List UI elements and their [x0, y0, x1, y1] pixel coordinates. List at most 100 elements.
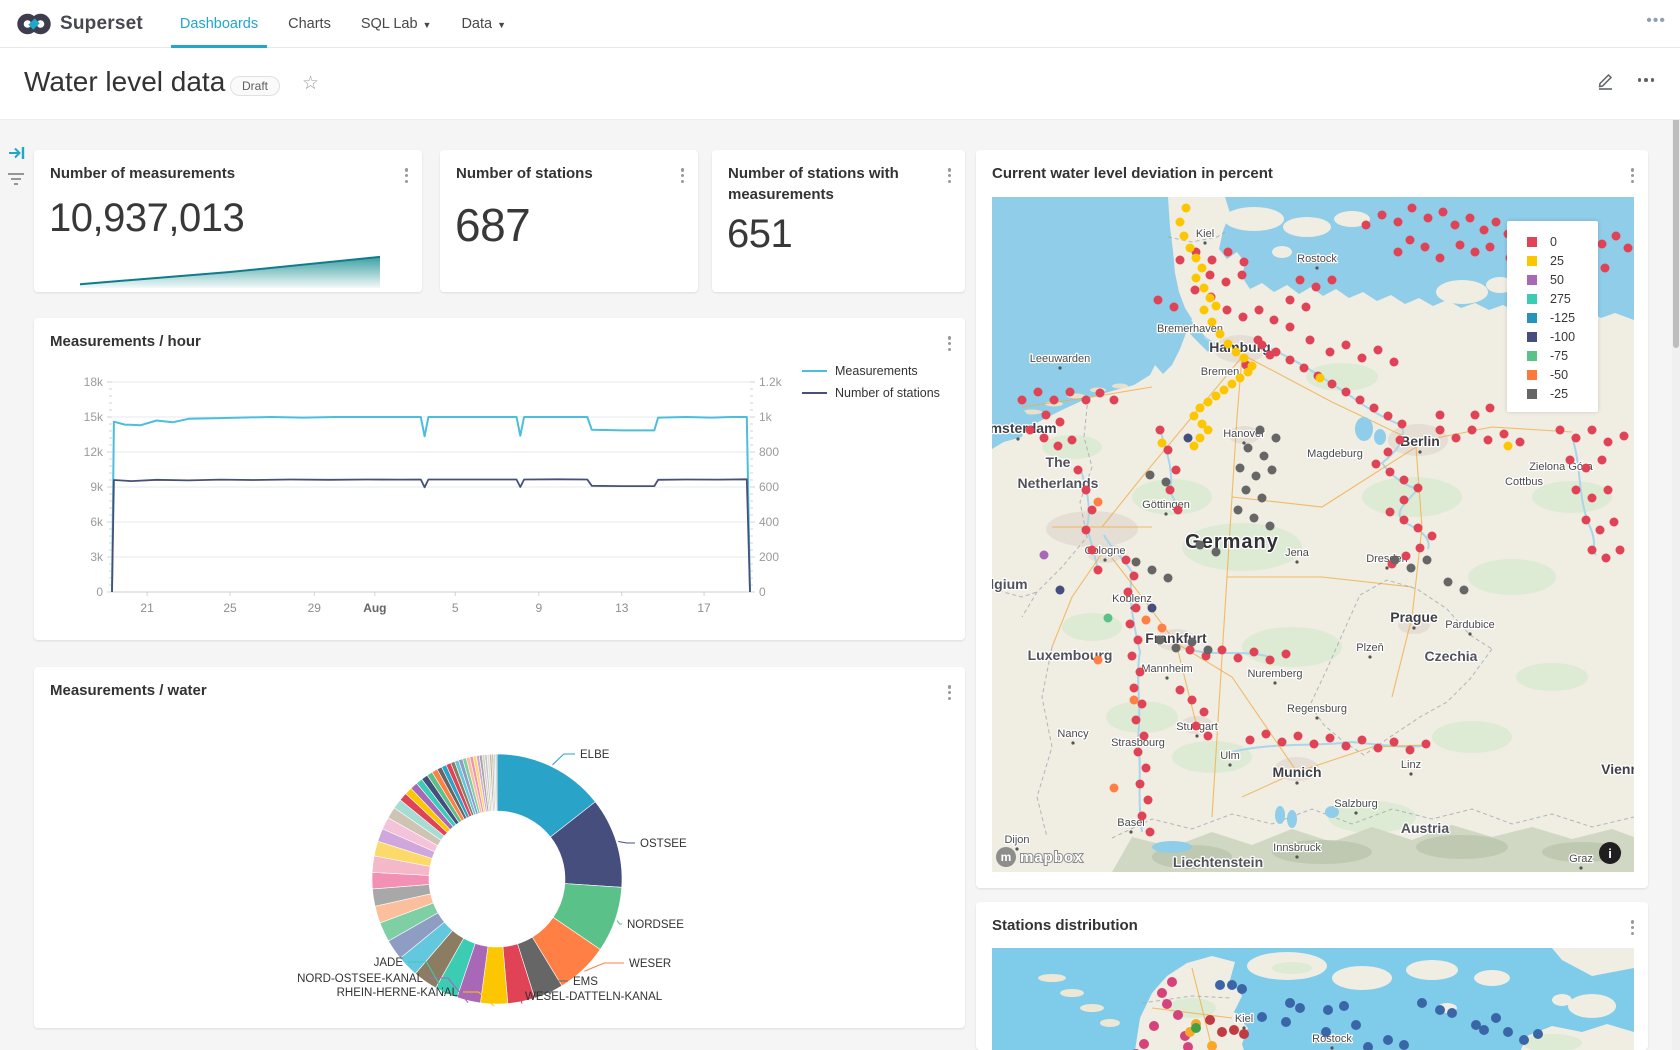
station-dot[interactable] — [1227, 379, 1237, 389]
station-dot[interactable] — [1399, 475, 1409, 485]
station-dot[interactable] — [1491, 1013, 1501, 1023]
station-dot[interactable] — [1219, 385, 1229, 395]
station-dot[interactable] — [1191, 721, 1201, 731]
station-dot[interactable] — [1601, 553, 1611, 563]
station-dot[interactable] — [1179, 231, 1189, 241]
station-dot[interactable] — [1435, 253, 1445, 263]
station-dot[interactable] — [1239, 353, 1249, 363]
station-dot[interactable] — [1357, 353, 1367, 363]
station-dot[interactable] — [1600, 263, 1610, 273]
station-dot[interactable] — [1223, 339, 1233, 349]
station-dot[interactable] — [1393, 247, 1403, 257]
station-dot[interactable] — [1399, 495, 1409, 505]
station-dot[interactable] — [1131, 715, 1141, 725]
station-dot[interactable] — [1377, 210, 1387, 220]
map-legend-entry[interactable]: 275 — [1507, 289, 1598, 308]
station-dot[interactable] — [1435, 410, 1445, 420]
legend-entry[interactable]: Measurements — [802, 360, 940, 382]
station-dot[interactable] — [1293, 731, 1303, 741]
station-dot[interactable] — [1285, 322, 1295, 332]
station-dot[interactable] — [1555, 425, 1565, 435]
station-dot[interactable] — [1249, 647, 1259, 657]
station-dot[interactable] — [1581, 515, 1591, 525]
station-dot[interactable] — [1157, 438, 1167, 448]
station-dot[interactable] — [1479, 225, 1489, 235]
station-dot[interactable] — [1311, 282, 1321, 292]
station-dot[interactable] — [1231, 347, 1241, 357]
station-dot[interactable] — [1503, 441, 1513, 451]
station-dot[interactable] — [1407, 203, 1417, 213]
station-dot[interactable] — [1065, 387, 1075, 397]
station-dot[interactable] — [1205, 293, 1215, 303]
station-dot[interactable] — [1139, 731, 1149, 741]
station-dot[interactable] — [1171, 643, 1181, 653]
expand-filter-bar-icon[interactable] — [8, 145, 26, 161]
station-dot[interactable] — [1155, 425, 1165, 435]
station-dot[interactable] — [1238, 312, 1248, 322]
station-dot[interactable] — [1157, 623, 1167, 633]
station-dot[interactable] — [1081, 485, 1091, 495]
station-dot[interactable] — [1153, 295, 1163, 305]
station-dot[interactable] — [1361, 220, 1371, 230]
station-dot[interactable] — [1145, 470, 1155, 480]
station-dot[interactable] — [1093, 497, 1103, 507]
station-dot[interactable] — [1401, 551, 1411, 561]
station-dot[interactable] — [1217, 645, 1227, 655]
station-dot[interactable] — [1485, 242, 1495, 252]
station-dot[interactable] — [1619, 431, 1629, 441]
station-dot[interactable] — [1285, 998, 1295, 1008]
station-dot[interactable] — [1127, 651, 1137, 661]
station-dot[interactable] — [1519, 1035, 1529, 1045]
station-dot[interactable] — [1235, 373, 1245, 383]
station-dot[interactable] — [1423, 213, 1433, 223]
station-dot[interactable] — [1383, 447, 1393, 457]
station-dot[interactable] — [1103, 613, 1113, 623]
station-dot[interactable] — [1181, 203, 1191, 213]
station-dot[interactable] — [1167, 977, 1177, 987]
station-dot[interactable] — [1363, 1042, 1373, 1050]
station-dot[interactable] — [1285, 355, 1295, 365]
station-dot[interactable] — [1269, 315, 1279, 325]
station-dot[interactable] — [1615, 545, 1625, 555]
page-scrollbar[interactable] — [1672, 0, 1680, 1050]
map-legend-entry[interactable]: 0 — [1507, 232, 1598, 251]
chart-menu-icon[interactable] — [947, 334, 951, 353]
station-dot[interactable] — [1389, 737, 1399, 747]
map-legend-entry[interactable]: 50 — [1507, 270, 1598, 289]
station-dot[interactable] — [1277, 737, 1287, 747]
station-dot[interactable] — [1587, 493, 1597, 503]
station-dot[interactable] — [1435, 1005, 1445, 1015]
station-dot[interactable] — [1203, 645, 1213, 655]
map-attribution-info-icon[interactable]: i — [1599, 842, 1621, 864]
station-dot[interactable] — [1565, 455, 1575, 465]
station-dot[interactable] — [1254, 305, 1264, 315]
station-dot[interactable] — [1383, 1035, 1393, 1045]
station-dot[interactable] — [1095, 388, 1105, 398]
station-dot[interactable] — [1199, 707, 1209, 717]
station-dot[interactable] — [1321, 1027, 1331, 1037]
station-dot[interactable] — [1195, 540, 1205, 550]
station-dot[interactable] — [1383, 411, 1393, 421]
station-dot[interactable] — [1129, 571, 1139, 581]
station-dot[interactable] — [1417, 998, 1427, 1008]
station-dot[interactable] — [1485, 403, 1495, 413]
station-dot[interactable] — [1183, 1042, 1193, 1050]
station-dot[interactable] — [1295, 1003, 1305, 1013]
station-dot[interactable] — [1199, 305, 1209, 315]
station-dot[interactable] — [1187, 695, 1197, 705]
map-legend-entry[interactable]: -25 — [1507, 384, 1598, 403]
station-dot[interactable] — [1413, 523, 1423, 533]
station-dot[interactable] — [1087, 505, 1097, 515]
station-dot[interactable] — [1259, 451, 1269, 461]
station-dot[interactable] — [1211, 301, 1221, 311]
chart-menu-icon[interactable] — [680, 166, 684, 185]
station-dot[interactable] — [1133, 747, 1143, 757]
station-dot[interactable] — [1237, 984, 1247, 994]
station-dot[interactable] — [1173, 1010, 1183, 1020]
station-dot[interactable] — [1255, 425, 1265, 435]
station-dot[interactable] — [1371, 459, 1381, 469]
station-dot[interactable] — [1323, 1005, 1333, 1015]
station-dot[interactable] — [1215, 329, 1225, 339]
station-dot[interactable] — [1581, 463, 1591, 473]
station-dot[interactable] — [1203, 397, 1213, 407]
